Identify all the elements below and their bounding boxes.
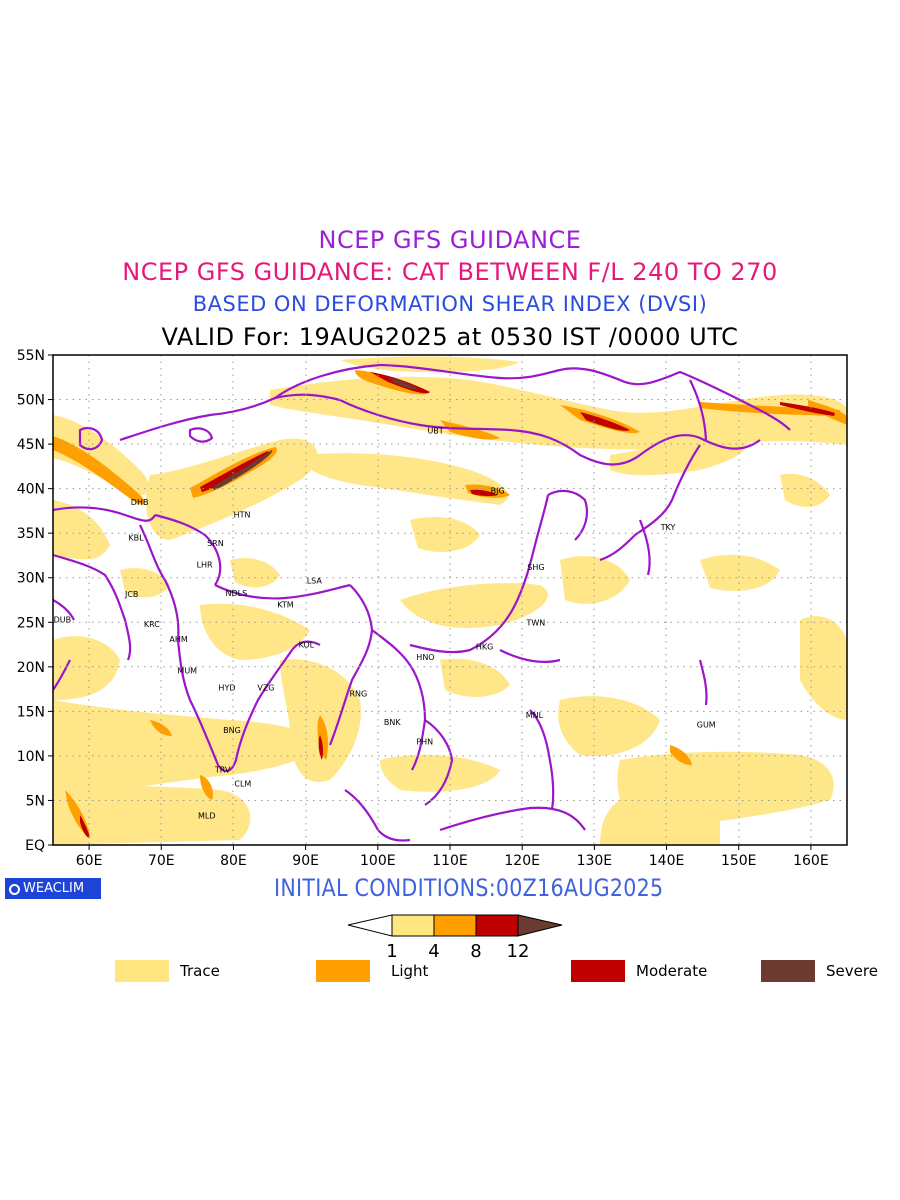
weaclim-badge: WEACLIM bbox=[5, 878, 101, 899]
station-vzg: VZG bbox=[257, 683, 274, 692]
station-mum: MUM bbox=[177, 666, 197, 675]
colorbar-moderate bbox=[475, 914, 519, 937]
station-hyd: HYD bbox=[218, 683, 235, 692]
station-mnl: MNL bbox=[526, 711, 544, 720]
colorbar-trace bbox=[391, 914, 435, 937]
lat-label: 40N bbox=[17, 482, 45, 498]
lat-label: 30N bbox=[17, 571, 45, 587]
colorbar-tick: 8 bbox=[470, 941, 481, 960]
legend-swatch bbox=[571, 960, 625, 982]
turbulence-map: UBT BJG DHB HTN TKY KBL SRN LHR SHG LSA JCB NDLS KTM… bbox=[17, 348, 848, 865]
station-ndls: NDLS bbox=[225, 589, 247, 598]
lon-label: 150E bbox=[721, 853, 757, 865]
station-dub: DUB bbox=[54, 616, 72, 625]
colorbar-low-arrow bbox=[347, 914, 393, 937]
lon-label: 130E bbox=[577, 853, 613, 865]
lon-label: 120E bbox=[504, 853, 540, 865]
station-phn: PHN bbox=[416, 738, 433, 747]
station-hkg: HKG bbox=[476, 642, 493, 651]
lat-label: 50N bbox=[17, 393, 45, 409]
lat-label: 35N bbox=[17, 526, 45, 542]
station-ktm: KTM bbox=[277, 600, 294, 609]
legend-swatch bbox=[115, 960, 169, 982]
station-clm: CLM bbox=[234, 780, 251, 789]
colorbar-tick: 12 bbox=[507, 941, 530, 960]
station-krc: KRC bbox=[144, 620, 160, 629]
station-srn: SRN bbox=[207, 539, 224, 548]
station-bjg: BJG bbox=[491, 486, 505, 495]
lat-label: 5N bbox=[26, 793, 45, 809]
lon-label: 70E bbox=[148, 853, 175, 865]
colorbar-tick: 4 bbox=[428, 941, 439, 960]
lat-label: EQ bbox=[25, 838, 45, 854]
legend-label: Severe bbox=[826, 962, 878, 980]
initial-conditions: INITIAL CONDITIONS:00Z16AUG2025 bbox=[274, 874, 664, 902]
colorbar-light bbox=[433, 914, 477, 937]
copyright-icon bbox=[9, 884, 20, 895]
lat-label: 10N bbox=[17, 749, 45, 765]
legend-label: Light bbox=[391, 962, 429, 980]
lat-label: 20N bbox=[17, 660, 45, 676]
lon-label: 160E bbox=[793, 853, 829, 865]
station-trv: TRV bbox=[214, 765, 231, 774]
lat-label: 25N bbox=[17, 615, 45, 631]
legend-label: Moderate bbox=[636, 962, 708, 980]
lon-label: 60E bbox=[76, 853, 103, 865]
legend-label: Trace bbox=[180, 962, 220, 980]
station-twn: TWN bbox=[526, 618, 546, 627]
lon-label: 80E bbox=[220, 853, 247, 865]
colorbar-high-arrow bbox=[517, 914, 563, 937]
lat-label: 15N bbox=[17, 704, 45, 720]
station-labels: UBT BJG DHB HTN TKY KBL SRN LHR SHG LSA JCB NDLS KTM… bbox=[54, 427, 716, 821]
station-gum: GUM bbox=[697, 721, 716, 730]
longitude-axis: 60E 70E 80E 90E 100E 110E 120E 130E 140E 150E 160E bbox=[76, 845, 829, 865]
legend-swatch bbox=[761, 960, 815, 982]
station-kol: KOL bbox=[299, 641, 315, 650]
valid-time: VALID For: 19AUG2025 at 0530 IST /0000 U… bbox=[161, 323, 739, 351]
map-subtitle: NCEP GFS GUIDANCE: CAT BETWEEN F/L 240 T… bbox=[122, 258, 778, 286]
station-rng: RNG bbox=[349, 690, 367, 699]
station-bng: BNG bbox=[223, 726, 241, 735]
station-ubt: UBT bbox=[427, 427, 443, 436]
station-mld: MLD bbox=[198, 812, 216, 821]
station-dhb: DHB bbox=[131, 498, 149, 507]
station-hno: HNO bbox=[416, 653, 434, 662]
lat-label: 55N bbox=[17, 348, 45, 364]
station-lhr: LHR bbox=[197, 560, 213, 569]
badge-label: WEACLIM bbox=[23, 881, 85, 896]
station-shg: SHG bbox=[527, 563, 544, 572]
lon-label: 140E bbox=[649, 853, 685, 865]
latitude-axis: 55N 50N 45N 40N 35N 30N 25N 20N 15N 10N 5N EQ bbox=[17, 348, 53, 854]
station-jcb: JCB bbox=[124, 590, 138, 599]
station-htn: HTN bbox=[234, 510, 251, 519]
map-title: NCEP GFS GUIDANCE bbox=[318, 226, 582, 254]
lon-label: 90E bbox=[292, 853, 319, 865]
method-caption: BASED ON DEFORMATION SHEAR INDEX (DVSI) bbox=[192, 292, 708, 316]
lon-label: 110E bbox=[432, 853, 468, 865]
station-kbl: KBL bbox=[128, 534, 144, 543]
station-tky: TKY bbox=[660, 523, 676, 532]
lat-label: 45N bbox=[17, 437, 45, 453]
colorbar-tick: 1 bbox=[386, 941, 397, 960]
legend-swatch bbox=[316, 960, 370, 982]
station-ahm: AHM bbox=[169, 635, 187, 644]
colorbar: 1 4 8 12 bbox=[347, 914, 563, 960]
station-lsa: LSA bbox=[307, 576, 323, 585]
station-bnk: BNK bbox=[384, 718, 401, 727]
cat-shading: UBT BJG DHB HTN TKY KBL SRN LHR SHG LSA JCB NDLS KTM… bbox=[53, 355, 847, 845]
lon-label: 100E bbox=[360, 853, 396, 865]
